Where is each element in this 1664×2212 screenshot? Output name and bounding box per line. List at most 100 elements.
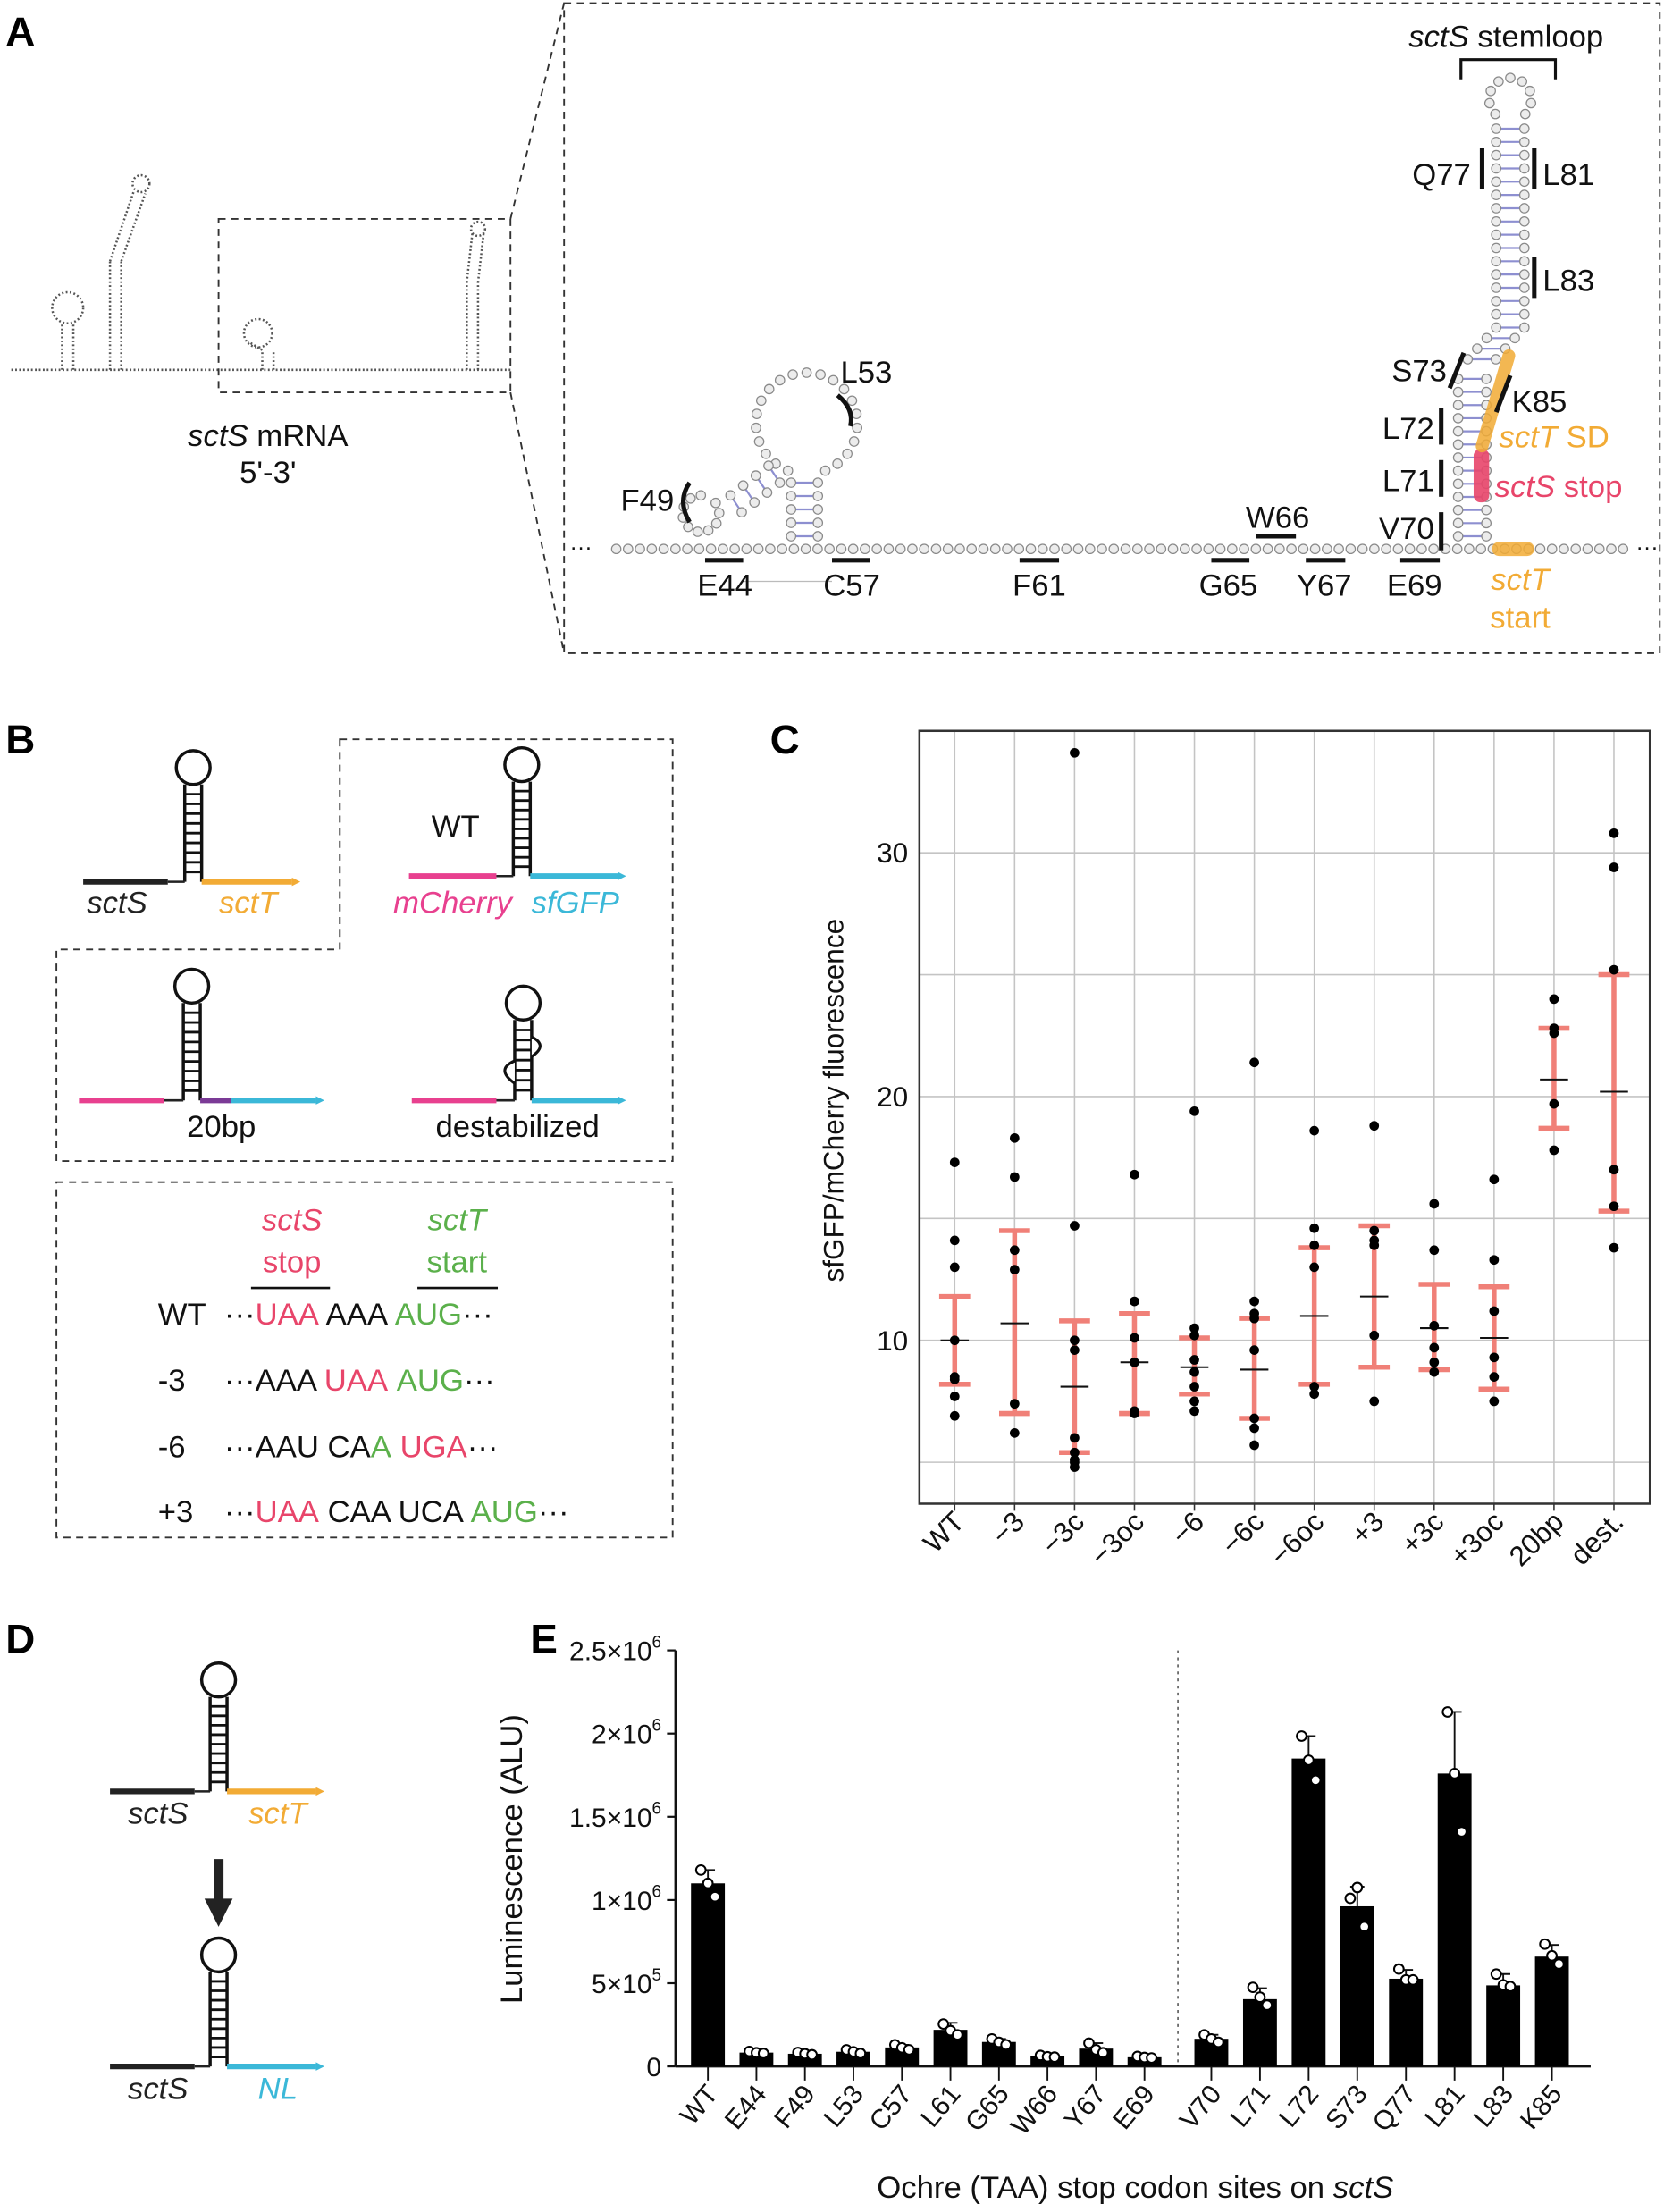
data-point bbox=[1456, 1826, 1467, 1838]
nucleotide bbox=[702, 525, 714, 536]
nucleotide bbox=[1298, 543, 1309, 555]
d-bottom-right-label: NL bbox=[258, 2072, 298, 2106]
nucleotide bbox=[774, 374, 786, 386]
data-point bbox=[1429, 1320, 1440, 1331]
data-point bbox=[1546, 1949, 1558, 1962]
nucleotide bbox=[1108, 543, 1120, 555]
data-point bbox=[702, 1877, 714, 1889]
data-point bbox=[952, 2029, 963, 2041]
nucleotide bbox=[753, 436, 765, 447]
nucleotide bbox=[1518, 282, 1530, 293]
nucleotide bbox=[646, 543, 658, 555]
nucleotide bbox=[812, 531, 824, 542]
nucleotide bbox=[1606, 543, 1617, 555]
data-point bbox=[1247, 1981, 1259, 1994]
data-point bbox=[1609, 862, 1619, 872]
data-point bbox=[1189, 1406, 1199, 1417]
y-tick-label: 2×106 bbox=[592, 1717, 661, 1750]
bar-L71 bbox=[1242, 1998, 1277, 2067]
x-tick-label: F49 bbox=[769, 2080, 820, 2134]
x-tick-label: L83 bbox=[1468, 2080, 1519, 2133]
data-point bbox=[1146, 2052, 1157, 2064]
data-point bbox=[1309, 1125, 1320, 1136]
site-label-s73: S73 bbox=[1391, 354, 1447, 388]
nucleotide bbox=[832, 458, 843, 469]
nucleotide bbox=[1404, 543, 1416, 555]
nucleotide bbox=[755, 395, 767, 407]
site-label-f61: F61 bbox=[1013, 568, 1066, 602]
zoom-connector-top bbox=[509, 3, 566, 220]
x-tick-label: L72 bbox=[1273, 2080, 1324, 2133]
data-point bbox=[1070, 1221, 1080, 1231]
x-tick-label: L81 bbox=[1419, 2080, 1470, 2133]
data-point bbox=[1189, 1367, 1199, 1377]
chart-e-xlabel: Ochre (TAA) stop codon sites on sctS bbox=[877, 2171, 1393, 2205]
nucleotide bbox=[786, 531, 797, 542]
nucleotide bbox=[895, 543, 906, 555]
nucleotide bbox=[1452, 504, 1464, 516]
data-point bbox=[1358, 1921, 1371, 1933]
nucleotide bbox=[682, 543, 693, 555]
nucleotide bbox=[1546, 543, 1558, 555]
nucleotide bbox=[692, 526, 703, 537]
nucleotide bbox=[763, 383, 775, 395]
y-tick-exponent: 6 bbox=[652, 1717, 662, 1736]
nucleotide bbox=[1491, 189, 1502, 200]
sequence-row-label: -6 bbox=[158, 1430, 186, 1464]
nucleotide bbox=[1491, 242, 1502, 254]
nucleotide bbox=[1481, 386, 1492, 398]
nucleotide bbox=[1392, 543, 1404, 555]
nucleotide bbox=[693, 543, 705, 555]
mrna-label: sctS mRNA bbox=[188, 419, 349, 453]
nucleotide bbox=[761, 487, 773, 498]
nucleotide bbox=[1452, 439, 1464, 450]
data-point bbox=[1407, 1973, 1419, 1986]
nucleotide bbox=[1518, 308, 1530, 320]
site-label-q77: Q77 bbox=[1412, 158, 1471, 192]
nucleotide bbox=[1491, 215, 1502, 227]
data-point bbox=[1249, 1313, 1259, 1324]
codon-segment: ··· bbox=[224, 1298, 256, 1332]
nucleotide bbox=[788, 543, 800, 555]
nucleotide bbox=[1491, 308, 1502, 320]
nucleotide bbox=[1452, 452, 1464, 463]
nucleotide bbox=[1416, 543, 1427, 555]
nucleotide bbox=[1475, 543, 1487, 555]
hairpin-loop bbox=[199, 1936, 238, 1974]
nucleotide bbox=[930, 543, 942, 555]
nucleotide bbox=[782, 465, 794, 476]
nucleotide bbox=[828, 374, 839, 386]
nucleotide bbox=[846, 395, 858, 407]
nucleotide bbox=[1345, 543, 1357, 555]
sctT-sd-highlight bbox=[1475, 349, 1516, 453]
nl-strand-arrowhead bbox=[315, 2062, 324, 2071]
codon-segment: ··· bbox=[224, 1364, 256, 1398]
nucleotide bbox=[1518, 136, 1530, 147]
panel-d-diagrams bbox=[110, 1661, 324, 2071]
data-point bbox=[1249, 1440, 1259, 1451]
data-point bbox=[1130, 1357, 1139, 1367]
sequence-row--6: ···AAU CAA UGA··· bbox=[224, 1430, 499, 1464]
nucleotide bbox=[1179, 543, 1190, 555]
nucleotide bbox=[658, 543, 669, 555]
codon-segment: UGA bbox=[400, 1430, 468, 1464]
codon-segment: ··· bbox=[462, 1298, 493, 1332]
d-top-right-label: sctT bbox=[248, 1797, 309, 1831]
data-point bbox=[1309, 1240, 1320, 1250]
nucleotide bbox=[786, 504, 797, 515]
panel-label-b: B bbox=[5, 717, 35, 762]
nucleotide bbox=[729, 543, 740, 555]
data-point bbox=[1369, 1225, 1380, 1236]
x-tick-label: V70 bbox=[1174, 2080, 1228, 2135]
nucleotide bbox=[1156, 543, 1167, 555]
data-point bbox=[1549, 1145, 1559, 1156]
nucleotide bbox=[1491, 256, 1502, 267]
sequence-row-label: +3 bbox=[158, 1495, 194, 1529]
data-point bbox=[1009, 1245, 1020, 1256]
data-point bbox=[1549, 1028, 1559, 1039]
x-tick-label: E69 bbox=[1107, 2080, 1161, 2135]
data-point bbox=[1000, 2039, 1013, 2051]
codon-segment: UAA bbox=[324, 1364, 389, 1398]
bar-WT bbox=[691, 1883, 726, 2067]
data-point bbox=[1489, 1396, 1500, 1407]
